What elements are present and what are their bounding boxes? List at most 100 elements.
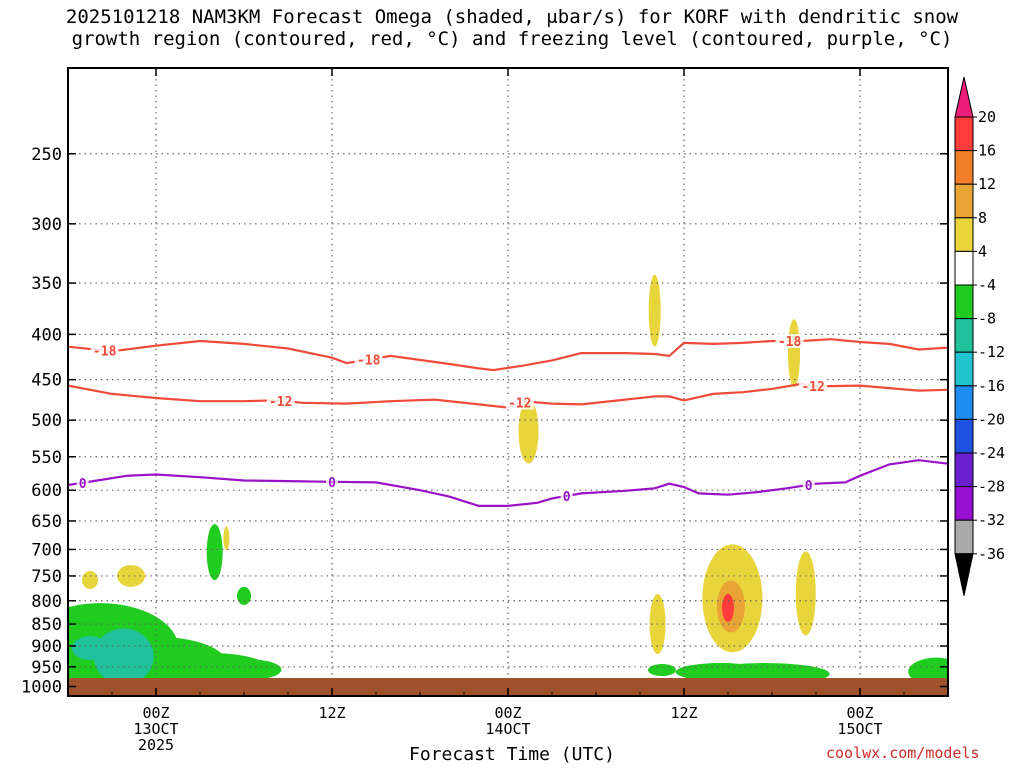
- colorbar-label: -16: [978, 377, 1005, 395]
- y-tick-label: 550: [31, 448, 62, 468]
- y-tick-label: 500: [31, 411, 62, 431]
- contour-label: 0: [328, 476, 336, 491]
- contour-label-bg: [326, 474, 338, 489]
- y-tick-label: 350: [31, 274, 62, 294]
- contour-label: -12: [801, 380, 824, 395]
- colorbar-label: -8: [978, 310, 996, 328]
- ground-fill: [68, 678, 948, 696]
- x-tick-label: 00Z: [846, 704, 873, 722]
- contour-lines: -18 -18 -18 -12 -12 -12 0 0 0 0: [68, 334, 948, 507]
- contour-label: 0: [805, 479, 813, 494]
- y-tick-label: 900: [31, 637, 62, 657]
- colorbar-label: -20: [978, 410, 1005, 428]
- contour-label-bg: [505, 395, 534, 410]
- colorbar-label: 4: [978, 242, 987, 260]
- grid-lines: [68, 68, 948, 696]
- contour-label: -18: [778, 335, 802, 350]
- colorbar-swatch: [954, 284, 974, 320]
- y-tick-label: 950: [31, 658, 62, 678]
- omega-subsidence-cell: [788, 319, 800, 388]
- omega-ascent-core: [93, 628, 154, 685]
- contour-label: 0: [563, 490, 571, 505]
- omega-subsidence-cell: [117, 564, 146, 587]
- contour-label: -18: [357, 353, 381, 368]
- contour-label-bg: [90, 343, 119, 358]
- chart-title: 2025101218 NAM3KM Forecast Omega (shaded…: [0, 6, 1024, 50]
- colorbar-label: -24: [978, 444, 1005, 462]
- x-tick-label: 12Z: [670, 704, 697, 722]
- colorbar-swatch: [954, 351, 974, 387]
- y-tick-label: 450: [31, 371, 62, 391]
- omega-ascent-cell: [237, 586, 251, 605]
- colorbar-label: 20: [978, 108, 996, 126]
- colorbar-swatch: [954, 486, 974, 521]
- credit-link[interactable]: coolwx.com/models: [826, 744, 980, 762]
- x-tick-label: 00Z: [142, 704, 169, 722]
- colorbar-top-triangle: [954, 76, 974, 118]
- colorbar-label: -36: [978, 545, 1005, 563]
- contour-label-bg: [802, 477, 815, 492]
- y-tick-label: 1000: [21, 678, 62, 698]
- y-tick-label: 650: [31, 512, 62, 532]
- x-tick-date-label: 2025: [138, 736, 174, 754]
- contour-label-bg: [76, 475, 89, 490]
- x-tick-date-label: 14OCT: [485, 720, 530, 738]
- colorbar-label: -4: [978, 276, 996, 294]
- colorbar-swatch: [954, 150, 974, 185]
- colorbar-label: -28: [978, 478, 1005, 496]
- colorbar-label: 8: [978, 209, 987, 227]
- colorbar-swatch: [954, 519, 974, 555]
- omega-ascent-core: [72, 636, 108, 661]
- y-tick-label: 400: [31, 325, 62, 345]
- omega-ascent-blob: [648, 664, 676, 677]
- colorbar-label: -12: [978, 343, 1005, 361]
- colorbar-swatch: [954, 116, 974, 152]
- contour-label: -18: [93, 345, 117, 360]
- y-tick-label: 850: [31, 615, 62, 635]
- colorbar-label: 12: [978, 175, 996, 193]
- colorbar-swatch: [954, 318, 974, 353]
- omega-subsidence-cell: [223, 526, 230, 551]
- omega-ascent-cell: [206, 524, 223, 581]
- colorbar-swatch: [954, 250, 974, 286]
- contour-label: -12: [269, 395, 292, 410]
- y-tick-label: 750: [31, 567, 62, 587]
- colorbar-bottom-triangle: [954, 553, 974, 596]
- colorbar-swatch: [954, 452, 974, 488]
- x-tick-date-label: 15OCT: [837, 720, 882, 738]
- y-tick-label: 300: [31, 215, 62, 235]
- omega-ascent-blob: [675, 663, 766, 682]
- colorbar-label: -32: [978, 511, 1005, 529]
- colorbar: 20 16 12 8 4 -4 -8 -12 -16 -20 -24 -28 -32 -36: [954, 76, 1005, 596]
- contour-label-bg: [799, 378, 828, 393]
- contour-label: 0: [79, 477, 87, 492]
- x-tick-date-label: 13OCT: [133, 720, 178, 738]
- colorbar-swatch: [954, 217, 974, 252]
- chart-title-line2: growth region (contoured, red, °C) and f…: [71, 28, 953, 50]
- y-tick-label: 600: [31, 481, 62, 501]
- contour-label-bg: [354, 352, 383, 367]
- omega-subsidence-cell: [648, 274, 661, 347]
- colorbar-label: 16: [978, 142, 996, 160]
- contour-label-bg: [266, 394, 295, 409]
- contour-label-bg: [775, 334, 804, 349]
- ground-layer: [68, 678, 948, 696]
- chart-title-line1: 2025101218 NAM3KM Forecast Omega (shaded…: [65, 6, 959, 28]
- x-tick-label: 12Z: [318, 704, 345, 722]
- contour-line: [68, 459, 948, 507]
- x-axis-title: Forecast Time (UTC): [409, 744, 615, 765]
- y-tick-label: 250: [31, 145, 62, 165]
- omega-subsidence-cell: [518, 399, 539, 464]
- y-axis: 2503003504004505005506006507007508008509…: [21, 145, 948, 698]
- colorbar-swatch: [954, 418, 974, 454]
- omega-subsidence-cell: [82, 571, 98, 590]
- colorbar-swatch: [954, 385, 974, 420]
- contour-line: [68, 338, 948, 372]
- x-tick-label: 00Z: [494, 704, 521, 722]
- omega-subsidence-max: [722, 593, 734, 622]
- omega-ascent-blob: [221, 659, 282, 680]
- y-tick-label: 700: [31, 540, 62, 560]
- contour-label: -12: [508, 397, 531, 412]
